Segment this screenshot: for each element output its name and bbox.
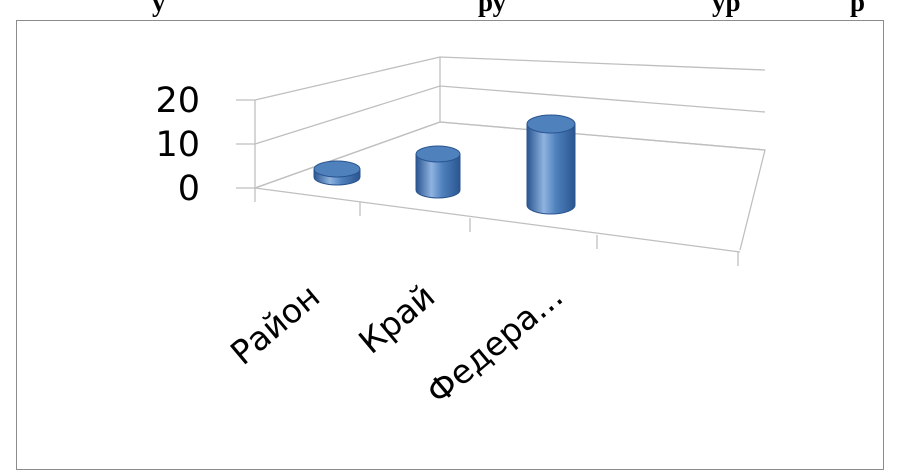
category-label: Федера...: [419, 276, 570, 412]
floor-edge: [254, 121, 766, 251]
x-axis-categories: Район КрайФедера...: [223, 276, 570, 412]
bar-top: [313, 160, 361, 178]
bar-body: [415, 153, 461, 199]
category-label: Район: [223, 276, 327, 372]
y-tick-label: 20: [155, 81, 200, 121]
bar: [313, 160, 361, 186]
x-axis-line: [254, 187, 741, 253]
title-fragment: ур: [712, 0, 741, 17]
category-label: Край: [351, 276, 442, 361]
title-fragment: р: [850, 0, 866, 17]
bar-body: [526, 123, 576, 215]
gridline: [254, 56, 766, 101]
bar: [415, 145, 461, 199]
y-tick-label: 0: [178, 169, 200, 209]
bar: [526, 114, 576, 215]
bar-top: [415, 145, 461, 163]
gridline: [254, 85, 766, 145]
cropped-title: у ру ур р: [0, 0, 905, 17]
chart-bars: [313, 114, 576, 215]
chart-frame: [16, 20, 884, 470]
title-fragment: ру: [478, 0, 507, 17]
y-tick-label: 10: [155, 125, 200, 165]
bar-top: [526, 114, 576, 134]
title-fragment: у: [152, 0, 166, 17]
chart-walls: [236, 56, 766, 266]
